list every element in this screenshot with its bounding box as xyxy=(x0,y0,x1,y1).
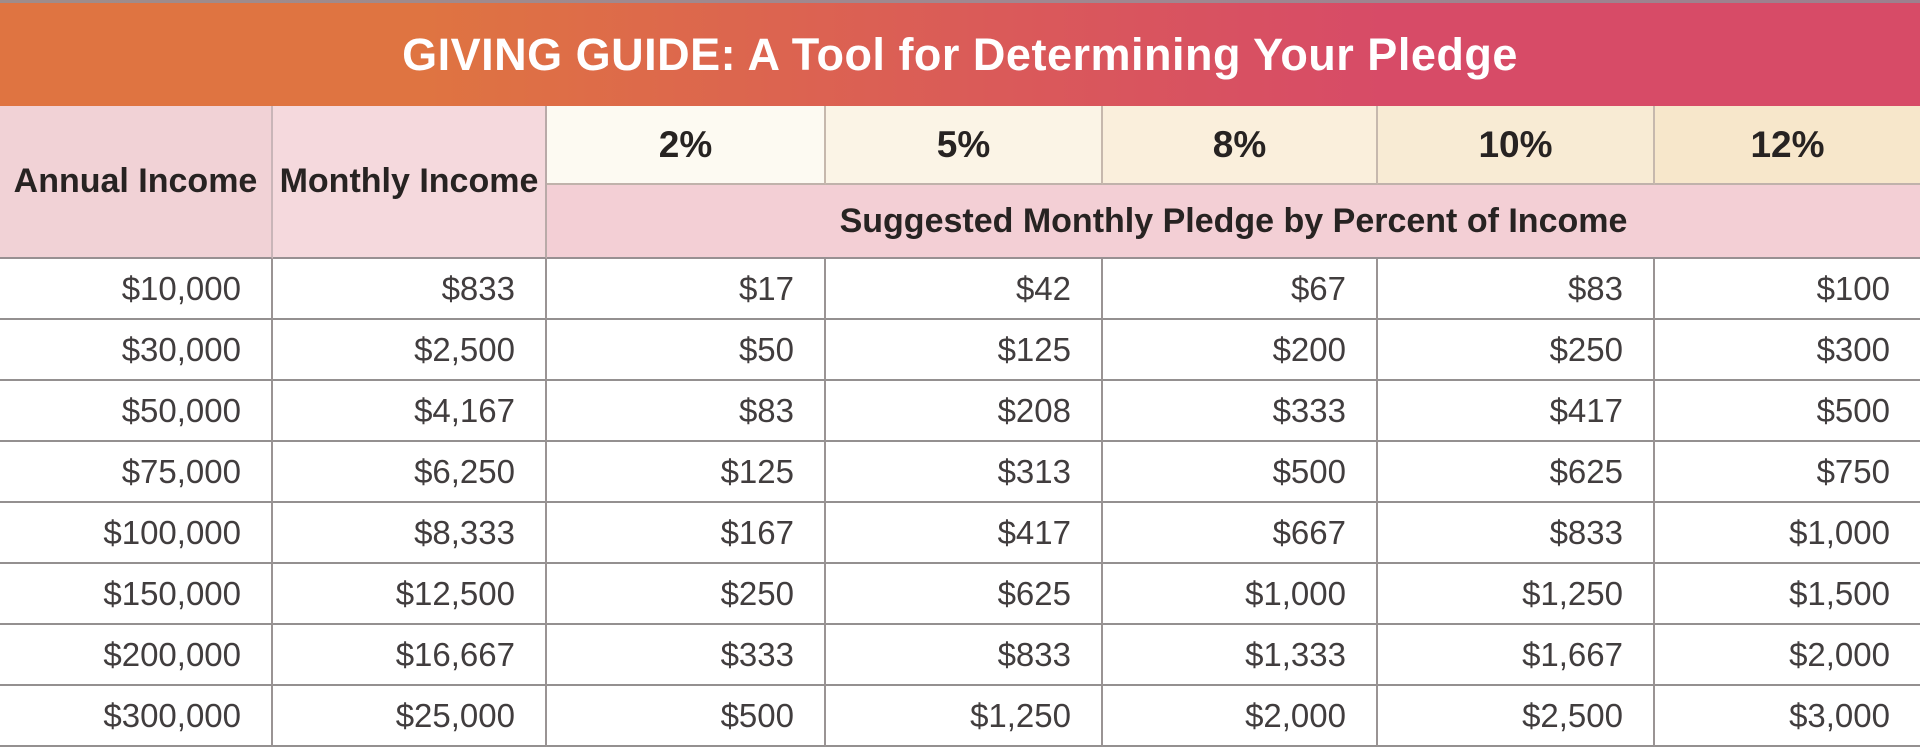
column-header-monthly-income: Monthly Income xyxy=(273,106,547,259)
table-cell: $300 xyxy=(1655,320,1920,381)
table-cell: $417 xyxy=(1378,381,1655,442)
table-cell: $4,167 xyxy=(273,381,547,442)
page-title: GIVING GUIDE: A Tool for Determining You… xyxy=(402,28,1518,80)
table-cell: $8,333 xyxy=(273,503,547,564)
table-cell: $833 xyxy=(273,259,547,320)
table-cell: $300,000 xyxy=(0,686,273,747)
table-cell: $833 xyxy=(826,625,1103,686)
table-cell: $500 xyxy=(1103,442,1378,503)
table-cell: $17 xyxy=(547,259,826,320)
table-cell: $1,250 xyxy=(826,686,1103,747)
table-cell: $333 xyxy=(547,625,826,686)
table-cell: $417 xyxy=(826,503,1103,564)
column-header-annual-income: Annual Income xyxy=(0,106,273,259)
table-cell: $50,000 xyxy=(0,381,273,442)
table-cell: $750 xyxy=(1655,442,1920,503)
table-cell: $2,000 xyxy=(1655,625,1920,686)
table-cell: $1,250 xyxy=(1378,564,1655,625)
title-banner: GIVING GUIDE: A Tool for Determining You… xyxy=(0,3,1920,106)
column-header-percent: 5% xyxy=(826,106,1103,185)
table-subheader: Suggested Monthly Pledge by Percent of I… xyxy=(547,185,1920,259)
table-cell: $2,000 xyxy=(1103,686,1378,747)
table-cell: $100 xyxy=(1655,259,1920,320)
table-cell: $1,333 xyxy=(1103,625,1378,686)
table-cell: $208 xyxy=(826,381,1103,442)
window-top-border xyxy=(0,0,1920,3)
table-cell: $6,250 xyxy=(273,442,547,503)
table-cell: $167 xyxy=(547,503,826,564)
table-cell: $667 xyxy=(1103,503,1378,564)
table-cell: $83 xyxy=(1378,259,1655,320)
column-header-percent: 10% xyxy=(1378,106,1655,185)
table-cell: $1,000 xyxy=(1655,503,1920,564)
table-cell: $200,000 xyxy=(0,625,273,686)
table-cell: $500 xyxy=(1655,381,1920,442)
table-cell: $150,000 xyxy=(0,564,273,625)
table-cell: $333 xyxy=(1103,381,1378,442)
table-cell: $50 xyxy=(547,320,826,381)
table-cell: $200 xyxy=(1103,320,1378,381)
table-cell: $313 xyxy=(826,442,1103,503)
column-header-percent: 12% xyxy=(1655,106,1920,185)
table-cell: $12,500 xyxy=(273,564,547,625)
table-cell: $30,000 xyxy=(0,320,273,381)
table-cell: $25,000 xyxy=(273,686,547,747)
table-cell: $250 xyxy=(547,564,826,625)
table-cell: $10,000 xyxy=(0,259,273,320)
column-header-percent: 2% xyxy=(547,106,826,185)
table-cell: $1,000 xyxy=(1103,564,1378,625)
table-cell: $100,000 xyxy=(0,503,273,564)
table-cell: $2,500 xyxy=(1378,686,1655,747)
table-cell: $16,667 xyxy=(273,625,547,686)
table-cell: $1,500 xyxy=(1655,564,1920,625)
table-cell: $625 xyxy=(826,564,1103,625)
column-header-percent: 8% xyxy=(1103,106,1378,185)
table-cell: $625 xyxy=(1378,442,1655,503)
table-cell: $75,000 xyxy=(0,442,273,503)
giving-guide-table: Annual Income Monthly Income Suggested M… xyxy=(0,106,1920,747)
table-cell: $833 xyxy=(1378,503,1655,564)
table-cell: $42 xyxy=(826,259,1103,320)
table-cell: $67 xyxy=(1103,259,1378,320)
table-cell: $3,000 xyxy=(1655,686,1920,747)
table-cell: $83 xyxy=(547,381,826,442)
table-cell: $125 xyxy=(826,320,1103,381)
table-cell: $250 xyxy=(1378,320,1655,381)
table-cell: $2,500 xyxy=(273,320,547,381)
table-cell: $500 xyxy=(547,686,826,747)
table-cell: $125 xyxy=(547,442,826,503)
table-cell: $1,667 xyxy=(1378,625,1655,686)
